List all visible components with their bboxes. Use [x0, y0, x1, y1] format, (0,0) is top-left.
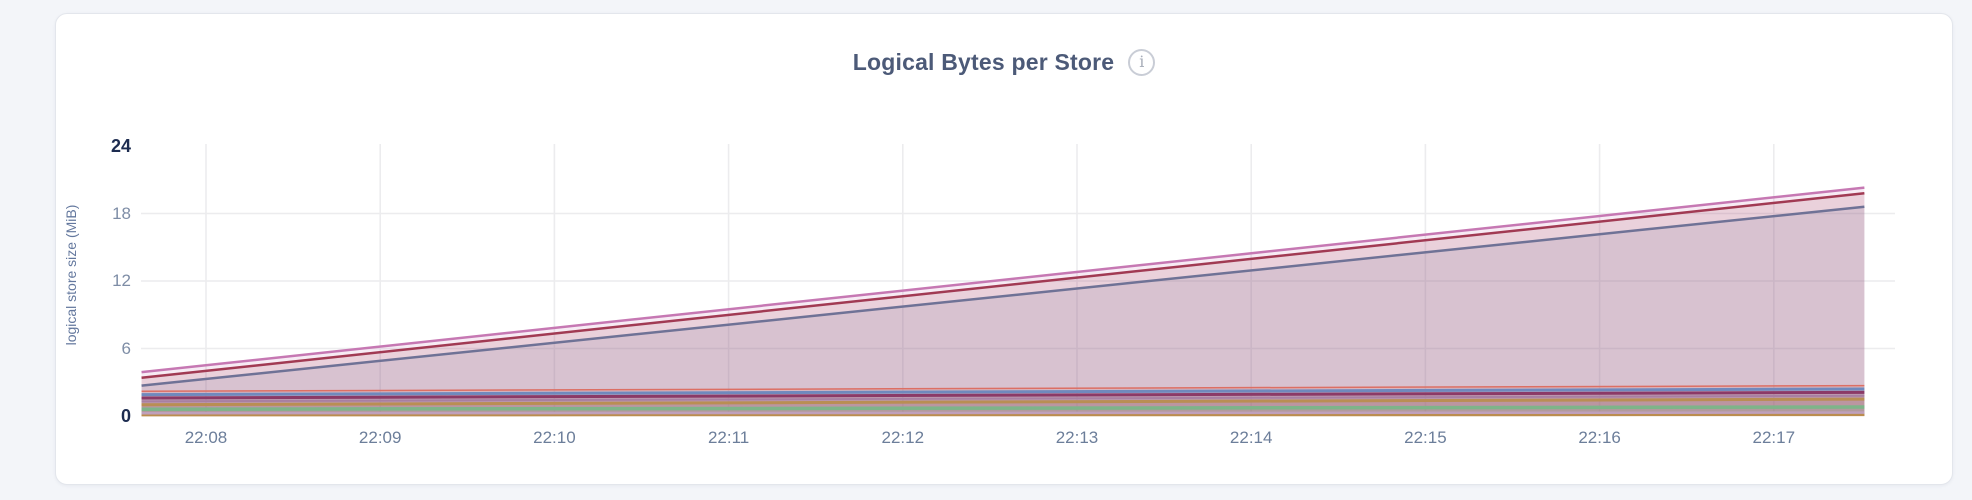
series-4-line: [141, 384, 1865, 392]
x-tick-label: 22:09: [358, 428, 402, 447]
chart-header: Logical Bytes per Store i: [56, 47, 1952, 77]
chart-plot-area[interactable]: [141, 144, 1895, 418]
series-9-line: [141, 405, 1865, 411]
info-icon-glyph: i: [1139, 52, 1145, 71]
series-3-line: [141, 205, 1865, 387]
series-1-line: [141, 186, 1865, 374]
y-tick-label: 6: [121, 338, 131, 358]
y-tick-label: 24: [110, 136, 131, 156]
series-10-line: [141, 411, 1865, 415]
x-tick-label: 22:11: [707, 428, 750, 447]
series-2-area: [141, 193, 1865, 416]
x-tick-label: 22:17: [1752, 428, 1796, 447]
series-8-line: [141, 397, 1865, 407]
series-7-line: [141, 394, 1865, 403]
series-1-area: [141, 187, 1865, 416]
series-2-line: [141, 192, 1865, 379]
x-tick-label: 22:16: [1578, 428, 1621, 447]
x-tick-label: 22:12: [881, 428, 925, 447]
y-tick-label: 12: [112, 271, 131, 290]
x-tick-label: 22:15: [1404, 428, 1447, 447]
y-tick-label: 0: [120, 406, 131, 426]
series-3-area: [141, 206, 1865, 416]
x-tick-label: 22:13: [1055, 428, 1099, 447]
y-tick-label: 18: [112, 203, 131, 223]
x-tick-label: 22:14: [1229, 428, 1273, 447]
series-6-line: [141, 390, 1865, 400]
info-icon[interactable]: i: [1128, 48, 1156, 76]
chart-card: Logical Bytes per Store i logical store …: [55, 13, 1953, 485]
series-5-line: [141, 387, 1865, 397]
chart-title: Logical Bytes per Store: [852, 48, 1115, 75]
x-tick-label: 22:08: [184, 428, 228, 447]
x-tick-label: 22:10: [533, 428, 576, 447]
